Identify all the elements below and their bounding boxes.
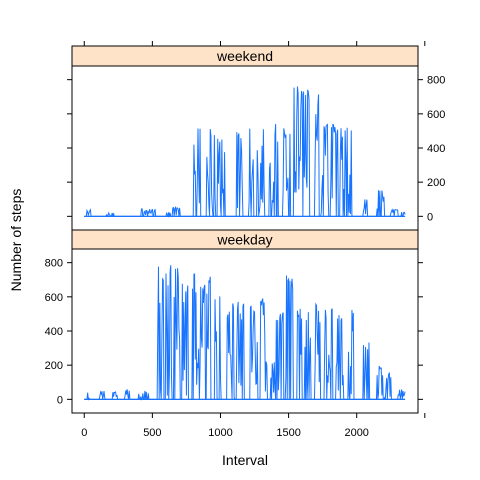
series-line-weekend-2 — [84, 128, 406, 218]
y-tick-label-weekday-800: 800 — [45, 258, 63, 270]
x-tick-label-0: 0 — [81, 427, 87, 439]
panels-layer: weekend weekday — [71, 45, 419, 414]
y-tick-label-weekend-600: 600 — [427, 109, 445, 121]
y-tick-label-weekend-400: 400 — [427, 143, 445, 155]
y-tick-label-weekday-400: 400 — [45, 326, 63, 338]
y-tick-label-weekend-800: 800 — [427, 75, 445, 87]
panel-frame-weekday — [71, 248, 419, 414]
panel-weekend: weekend — [71, 45, 419, 231]
series-weekend — [84, 86, 406, 218]
strip-label-weekday: weekday — [216, 232, 272, 248]
series-line-weekend-1 — [84, 205, 406, 218]
series-line-weekend-3 — [84, 86, 406, 217]
y-tick-label-weekday-200: 200 — [45, 360, 63, 372]
x-tick-label-1000: 1000 — [208, 427, 232, 439]
x-axis-title: Interval — [222, 452, 268, 468]
y-tick-label-weekday-0: 0 — [57, 394, 63, 406]
y-tick-label-weekday-600: 600 — [45, 292, 63, 304]
strip-label-weekend: weekend — [216, 48, 273, 64]
panel-weekday: weekday — [71, 229, 419, 414]
x-tick-label-500: 500 — [143, 427, 161, 439]
axes-layer: 0 200 400 600 800 0 200 400 600 800 0 500 1000 1500 20… — [45, 41, 445, 439]
series-weekday — [84, 265, 406, 401]
x-tick-label-2000: 2000 — [344, 427, 368, 439]
series-line-weekday-3 — [84, 296, 406, 400]
x-tick-label-1500: 1500 — [276, 427, 300, 439]
series-line-weekend-4 — [84, 94, 406, 217]
series-line-weekday-4 — [84, 275, 406, 400]
y-tick-label-weekend-200: 200 — [427, 177, 445, 189]
y-tick-label-weekend-0: 0 — [427, 211, 433, 223]
y-axis-title: Number of steps — [8, 189, 24, 292]
